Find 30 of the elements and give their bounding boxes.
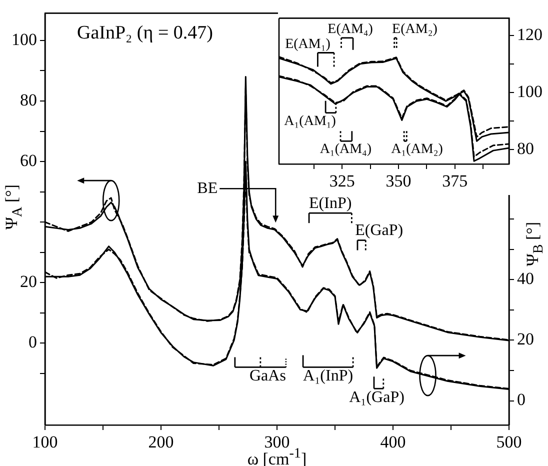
x-tick-label: 200	[148, 432, 174, 452]
annotation: A₁(InP)	[303, 368, 354, 385]
x-tick-label: 375	[442, 172, 468, 191]
y-tick-label: 60	[20, 151, 37, 170]
annotation: A₁(AM₁)	[284, 114, 336, 129]
y-tick-label: 80	[20, 90, 37, 110]
y-tick-label: 0	[28, 332, 37, 352]
y-tick-label: 20	[20, 272, 37, 292]
y-tick-label: 100	[517, 82, 542, 101]
annotation: A₁(GaP)	[349, 389, 404, 406]
annotation: A₁(AM₂)	[391, 142, 444, 158]
x-tick-label: 300	[264, 432, 290, 452]
y-tick-label: 120	[517, 24, 542, 44]
annotation: A₁(AM₄)	[320, 142, 372, 158]
annotation: E(InP)	[309, 195, 352, 212]
annotation: E(AM₁)	[285, 37, 331, 52]
annotation: GaAs	[250, 368, 286, 385]
y-tick-label: 100	[12, 30, 37, 49]
x-tick-label: 500	[496, 432, 522, 452]
annotation: BE	[197, 180, 218, 197]
y-tick-label: 80	[517, 139, 534, 158]
x-tick-label: 400	[380, 432, 406, 452]
annotation: E(GaP)	[355, 222, 404, 240]
annotation: E(AM₂)	[392, 22, 438, 38]
annotation: E(AM₄)	[328, 22, 374, 38]
text: GaInP₂ (η = 0.47)	[77, 22, 213, 44]
y2-tick-label: 40	[517, 269, 534, 288]
x-tick-label: 350	[386, 172, 412, 191]
x-tick-label: 325	[329, 172, 355, 191]
x-tick-label: 100	[32, 432, 58, 452]
